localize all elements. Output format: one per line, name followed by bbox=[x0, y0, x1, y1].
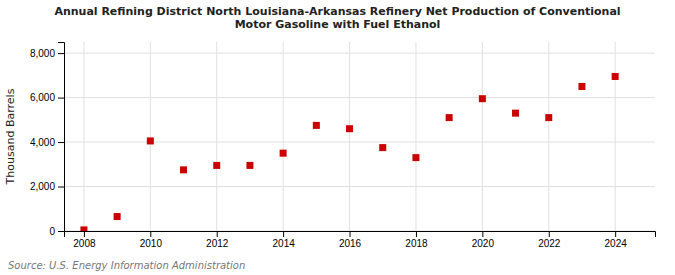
y-axis: 0 2,000 4,000 6,000 8,000 bbox=[30, 43, 65, 237]
y-tick-label: 0 bbox=[49, 226, 55, 237]
y-tick: 8,000 bbox=[30, 48, 64, 59]
y-tick-label: 4,000 bbox=[30, 137, 55, 148]
x-grid-line bbox=[349, 42, 350, 231]
y-tick-label: 8,000 bbox=[30, 48, 55, 59]
y-tick-mark bbox=[58, 98, 64, 99]
point bbox=[213, 162, 220, 169]
point bbox=[545, 114, 552, 121]
plot: 2008 2010 2012 2014 2016 2018 2020 2022 2024 0 2,0… bbox=[30, 42, 656, 249]
point bbox=[379, 144, 386, 151]
x-tick-label: 2022 bbox=[538, 238, 561, 249]
x-tick-label: 2016 bbox=[339, 238, 362, 249]
x-tick-label: 2014 bbox=[273, 238, 296, 249]
x-tick: 2014 bbox=[273, 231, 296, 249]
point bbox=[446, 114, 453, 121]
x-tick: 2024 bbox=[605, 231, 628, 249]
x-grid-line bbox=[150, 42, 151, 231]
x-tick-mark bbox=[350, 231, 351, 237]
y-tick-mark bbox=[58, 231, 64, 232]
y-grid-line bbox=[64, 53, 655, 54]
y-tick-label: 6,000 bbox=[30, 92, 55, 103]
title-line: Annual Refining District North Louisiana… bbox=[54, 5, 620, 18]
point bbox=[114, 213, 121, 220]
point bbox=[512, 110, 519, 117]
point bbox=[313, 122, 320, 129]
grid bbox=[64, 42, 655, 231]
title: Annual Refining District North Louisiana… bbox=[54, 5, 620, 31]
x-grid-line bbox=[548, 42, 549, 231]
x-tick: 2022 bbox=[538, 231, 561, 249]
points bbox=[80, 73, 618, 231]
point bbox=[246, 162, 253, 169]
point bbox=[346, 125, 353, 132]
source-annotation: Source: U.S. Energy Information Administ… bbox=[8, 260, 245, 271]
y-tick: 0 bbox=[49, 226, 64, 237]
y-axis-title: Thousand Barrels bbox=[4, 88, 17, 185]
y-tick-mark bbox=[58, 187, 64, 188]
title-line: Motor Gasoline with Fuel Ethanol bbox=[235, 18, 441, 31]
x-tick: 2016 bbox=[339, 231, 362, 249]
x-tick-label: 2018 bbox=[405, 238, 428, 249]
x-tick-label: 2024 bbox=[605, 238, 628, 249]
x-tick-mark bbox=[283, 231, 284, 237]
x-tick: 2020 bbox=[472, 231, 495, 249]
y-grid-line bbox=[64, 97, 655, 98]
x-axis: 2008 2010 2012 2014 2016 2018 2020 2022 2024 bbox=[65, 231, 656, 249]
x-tick: 2010 bbox=[140, 231, 163, 249]
y-tick: 4,000 bbox=[30, 137, 64, 148]
x-tick-label: 2010 bbox=[140, 238, 163, 249]
x-grid-line bbox=[283, 42, 284, 231]
point bbox=[612, 73, 619, 80]
point bbox=[479, 95, 486, 102]
y-tick-mark bbox=[58, 53, 64, 54]
x-tick: 2018 bbox=[405, 231, 428, 249]
chart: Annual Refining District North Louisiana… bbox=[0, 0, 675, 275]
y-tick-label: 2,000 bbox=[30, 181, 55, 192]
y-grid-line bbox=[64, 186, 655, 187]
y-tick: 2,000 bbox=[30, 181, 64, 192]
x-tick-mark bbox=[416, 231, 417, 237]
point bbox=[147, 137, 154, 144]
x-grid-line bbox=[83, 42, 84, 231]
point bbox=[180, 166, 187, 173]
x-tick: 2008 bbox=[73, 231, 96, 249]
point bbox=[412, 154, 419, 161]
y-tick: 6,000 bbox=[30, 92, 64, 103]
x-grid-line bbox=[216, 42, 217, 231]
y-tick-mark bbox=[58, 142, 64, 143]
x-tick-mark bbox=[217, 231, 218, 237]
x-grid-line bbox=[415, 42, 416, 231]
x-tick-mark bbox=[482, 231, 483, 237]
x-tick-label: 2012 bbox=[206, 238, 229, 249]
point bbox=[578, 83, 585, 90]
x-grid-line bbox=[482, 42, 483, 231]
point bbox=[280, 150, 287, 157]
x-tick-label: 2020 bbox=[472, 238, 495, 249]
x-tick-mark bbox=[150, 231, 151, 237]
x-tick-label: 2008 bbox=[73, 238, 96, 249]
x-tick-mark bbox=[84, 231, 85, 237]
x-tick-mark bbox=[549, 231, 550, 237]
point bbox=[80, 226, 87, 231]
x-tick: 2012 bbox=[206, 231, 229, 249]
x-tick-mark bbox=[615, 231, 616, 237]
y-axis-line bbox=[58, 43, 65, 232]
x-grid-line bbox=[615, 42, 616, 231]
x-axis-line bbox=[65, 232, 656, 238]
